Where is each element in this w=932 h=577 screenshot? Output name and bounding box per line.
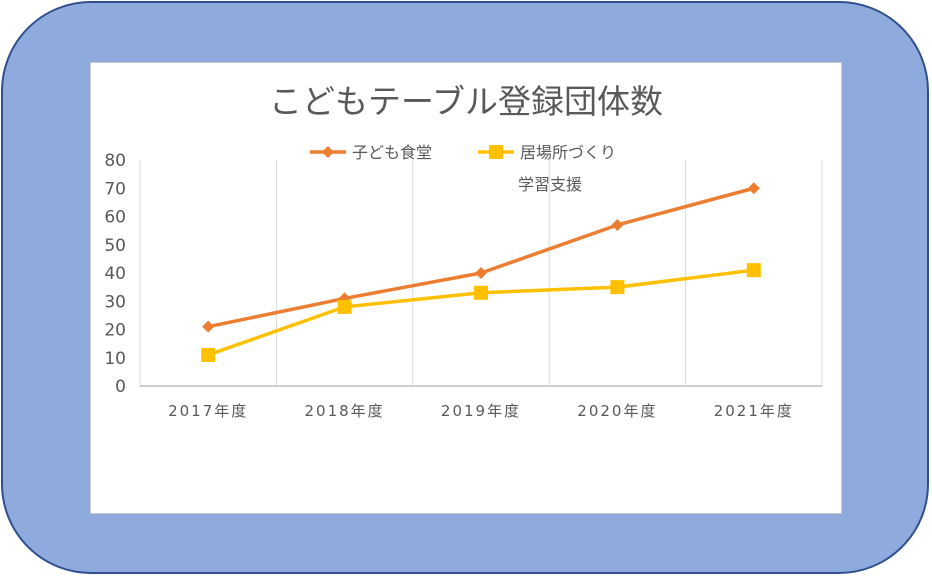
y-tick-label: 80	[104, 151, 126, 171]
data-point	[201, 347, 216, 362]
x-tick-label: 2021年度	[714, 402, 794, 420]
data-point	[202, 320, 215, 333]
x-tick-label: 2018年度	[305, 402, 385, 420]
x-tick-label: 2017年度	[168, 402, 248, 420]
y-tick-label: 20	[104, 321, 126, 341]
data-point	[747, 182, 760, 195]
y-axis: 0 10 20 30 40 50 60 70 80	[104, 151, 126, 397]
legend-marker	[489, 145, 503, 159]
series-2	[201, 263, 761, 362]
data-point	[337, 299, 352, 314]
x-tick-label: 2019年度	[441, 402, 521, 420]
data-point	[475, 267, 487, 279]
legend-item-1: 子ども食堂	[310, 143, 432, 162]
legend-marker	[322, 146, 334, 158]
gridlines	[139, 160, 823, 387]
chart-panel	[90, 62, 842, 514]
x-axis: 2017年度 2018年度 2019年度 2020年度 2021年度	[168, 402, 794, 420]
chart-title: こどもテーブル登録団体数	[269, 82, 663, 121]
legend-label: 子ども食堂	[352, 143, 432, 162]
y-tick-label: 0	[115, 377, 126, 397]
y-tick-label: 40	[104, 264, 126, 284]
series-line	[207, 268, 755, 357]
data-point	[611, 218, 624, 231]
y-tick-label: 10	[104, 349, 126, 369]
legend-label: 居場所づくり	[520, 143, 616, 162]
y-tick-label: 30	[104, 292, 126, 312]
y-tick-label: 50	[104, 236, 126, 256]
series-line	[207, 186, 755, 329]
data-point	[474, 285, 488, 300]
data-point	[746, 263, 761, 278]
legend-label: 学習支援	[518, 175, 582, 194]
y-tick-label: 60	[104, 208, 126, 228]
data-point	[610, 280, 625, 295]
x-tick-label: 2020年度	[577, 402, 657, 420]
y-tick-label: 70	[104, 179, 126, 199]
series-1	[202, 182, 760, 333]
series-layer	[201, 182, 761, 362]
